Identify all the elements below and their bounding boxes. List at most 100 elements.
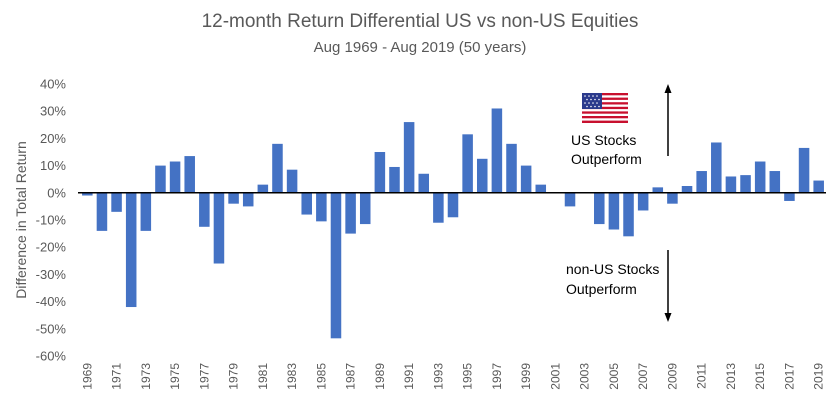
bar-1995 xyxy=(462,134,473,193)
bar-1991 xyxy=(403,122,415,193)
bars xyxy=(82,108,824,339)
x-tick-label: 2017 xyxy=(782,363,796,390)
x-tick-label: 1993 xyxy=(431,363,445,390)
bar-2012 xyxy=(711,142,722,193)
y-axis-ticks: -60% -50% -40% -30% -20% -10% 0% 10% 20% 30% 40% xyxy=(36,77,67,364)
y-tick-label: 20% xyxy=(40,131,66,146)
x-tick-label: 1981 xyxy=(256,363,270,390)
x-tick-label: 1991 xyxy=(402,363,416,390)
bar-1997 xyxy=(491,108,503,193)
x-tick-label: 1975 xyxy=(168,363,182,390)
bar-2010 xyxy=(681,186,693,193)
bar-2016 xyxy=(769,171,781,193)
bar-1994 xyxy=(447,192,459,218)
x-tick-label: 1985 xyxy=(314,363,328,390)
bar-1996 xyxy=(476,158,488,193)
bar-1971 xyxy=(111,192,122,212)
bar-1972 xyxy=(125,192,137,308)
x-tick-label: 2009 xyxy=(665,363,679,390)
y-tick-label: -40% xyxy=(36,294,67,309)
us-outperform-label-line2: Outperform xyxy=(571,151,642,167)
x-tick-label: 1979 xyxy=(227,363,241,390)
bar-1977 xyxy=(199,192,210,227)
bar-2009 xyxy=(667,192,678,204)
bar-1982 xyxy=(272,143,283,193)
bar-2005 xyxy=(608,192,620,230)
x-tick-label: 2003 xyxy=(578,363,592,390)
y-tick-label: 40% xyxy=(40,77,66,92)
bar-1990 xyxy=(389,166,400,193)
x-tick-label: 2019 xyxy=(812,363,826,390)
x-tick-label: 1973 xyxy=(139,363,153,390)
bar-1998 xyxy=(506,143,517,193)
bar-1999 xyxy=(520,165,532,193)
bar-1983 xyxy=(286,169,298,193)
bar-1986 xyxy=(330,192,342,339)
bar-1989 xyxy=(374,152,386,193)
bar-2018 xyxy=(798,147,810,193)
bar-2014 xyxy=(740,175,751,193)
x-axis-ticks: 1969 1971 1973 1975 1977 1979 1981 1983 1985 1987… xyxy=(80,363,825,390)
y-tick-label: 0% xyxy=(47,185,66,200)
y-tick-label: -20% xyxy=(36,240,67,255)
x-tick-label: 1999 xyxy=(519,363,533,390)
bar-1973 xyxy=(140,192,152,231)
x-tick-label: 2011 xyxy=(695,363,709,389)
bar-1988 xyxy=(359,192,371,225)
bar-2008 xyxy=(652,187,664,193)
bar-1969 xyxy=(82,192,93,196)
y-tick-label: 30% xyxy=(40,104,66,119)
x-tick-label: 1997 xyxy=(490,363,504,390)
x-tick-label: 1977 xyxy=(197,363,211,390)
x-tick-label: 2007 xyxy=(636,363,650,390)
chart-subtitle: Aug 1969 - Aug 2019 (50 years) xyxy=(314,39,527,56)
bar-2007 xyxy=(637,192,649,211)
bar-2002 xyxy=(564,192,576,207)
bar-1979 xyxy=(228,192,239,204)
x-tick-label: 2005 xyxy=(607,363,621,390)
chart-title: 12-month Return Differential US vs non-U… xyxy=(202,11,639,32)
bar-2000 xyxy=(535,184,547,193)
bar-1976 xyxy=(184,156,195,193)
bar-2017 xyxy=(784,192,795,201)
bar-1975 xyxy=(169,161,181,193)
bar-2006 xyxy=(623,192,634,237)
y-tick-label: -30% xyxy=(36,267,67,282)
y-tick-label: -10% xyxy=(36,213,67,228)
bar-1987 xyxy=(345,192,356,234)
x-tick-label: 1983 xyxy=(285,363,299,390)
bar-1974 xyxy=(155,165,166,193)
bar-1992 xyxy=(418,173,430,193)
y-axis-label: Difference in Total Return xyxy=(13,141,29,298)
bar-1984 xyxy=(301,192,312,215)
y-tick-label: -60% xyxy=(36,349,67,364)
us-flag-icon xyxy=(582,93,628,123)
bar-2013 xyxy=(725,176,737,193)
y-tick-label: 10% xyxy=(40,158,66,173)
us-outperform-label-line1: US Stocks xyxy=(571,132,636,148)
bar-1981 xyxy=(257,184,269,193)
y-tick-label: -50% xyxy=(36,321,67,336)
nonus-outperform-label-line1: non-US Stocks xyxy=(566,261,659,277)
x-tick-label: 1987 xyxy=(344,363,358,390)
bar-2019 xyxy=(813,180,824,193)
x-tick-label: 1989 xyxy=(373,363,387,390)
x-tick-label: 1995 xyxy=(461,363,475,390)
bar-2011 xyxy=(696,171,707,193)
bar-1993 xyxy=(433,192,444,223)
bar-2004 xyxy=(594,192,605,225)
x-tick-label: 2015 xyxy=(753,363,767,390)
bar-1980 xyxy=(242,192,254,207)
x-tick-label: 2001 xyxy=(548,363,562,390)
bar-2015 xyxy=(754,161,766,193)
bar-1978 xyxy=(213,192,225,264)
x-tick-label: 2013 xyxy=(724,363,738,390)
arrow-down-icon xyxy=(664,250,672,322)
x-tick-label: 1971 xyxy=(110,363,124,390)
bar-1970 xyxy=(96,192,108,231)
bar-1985 xyxy=(316,192,327,222)
arrow-up-icon xyxy=(664,84,672,156)
nonus-outperform-label-line2: Outperform xyxy=(566,281,637,297)
x-tick-label: 1969 xyxy=(80,363,94,390)
